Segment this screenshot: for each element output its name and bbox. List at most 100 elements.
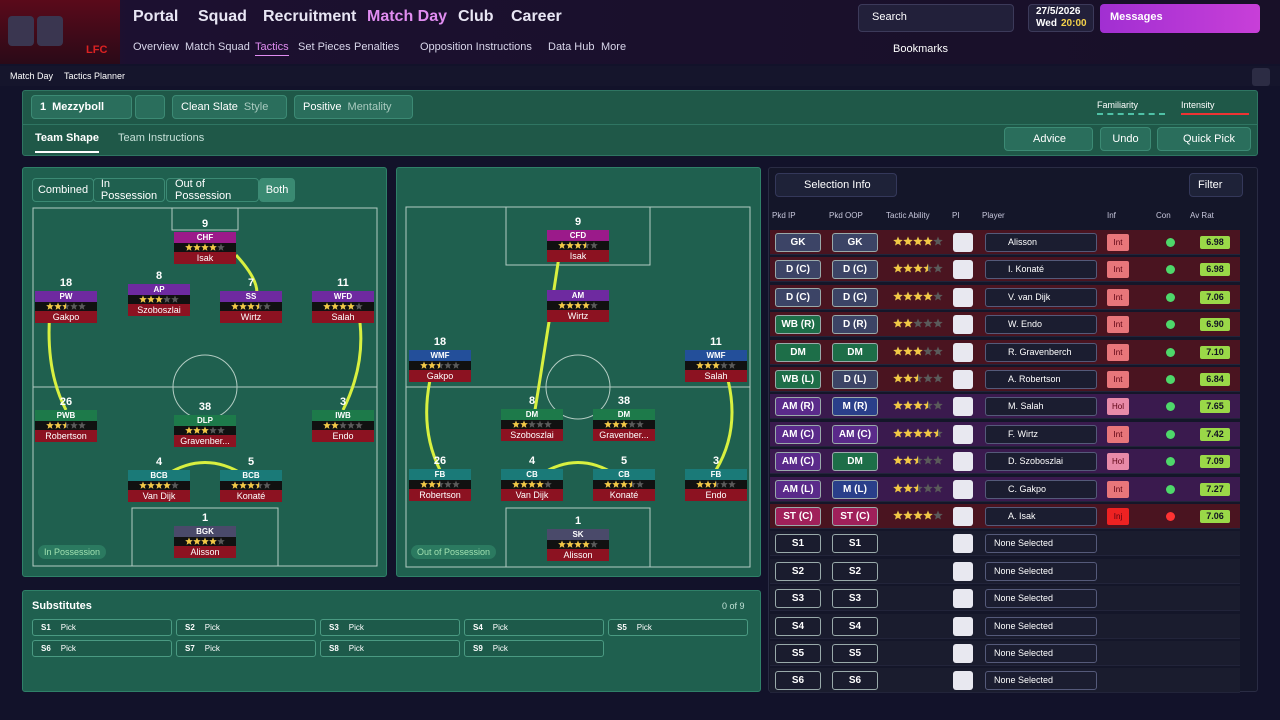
search[interactable]: Search <box>872 11 907 23</box>
position-out-of-possession[interactable]: GK <box>832 233 878 252</box>
sub-nav-item[interactable]: Penalties <box>354 41 400 53</box>
bookmarks[interactable]: Bookmarks <box>893 43 949 55</box>
player-card[interactable]: 3 FB Endo <box>685 455 747 501</box>
player-select[interactable]: F. Wirtz <box>985 424 1097 444</box>
phase-toggle[interactable]: Combined <box>32 178 94 202</box>
position-out-of-possession[interactable]: D (L) <box>832 370 878 389</box>
position-in-possession[interactable]: S4 <box>775 616 821 636</box>
player-card[interactable]: 5 CB Konaté <box>593 455 655 501</box>
sub-nav-item[interactable]: Tactics <box>255 41 289 56</box>
player-card[interactable]: 3 IWB Endo <box>312 396 374 442</box>
player-card[interactable]: 5 BCB Konaté <box>220 456 282 502</box>
player-card[interactable]: 4 CB Van Dijk <box>501 455 563 501</box>
position-out-of-possession[interactable]: AM (C) <box>832 424 878 444</box>
breadcrumb[interactable]: Match Day <box>10 71 54 81</box>
sub-nav-item[interactable]: Data Hub <box>548 41 595 53</box>
position-in-possession[interactable]: S3 <box>775 589 821 609</box>
player-card[interactable]: 11 WMF Salah <box>685 336 747 382</box>
player-card[interactable]: 8 DM Szoboszlai <box>501 395 563 441</box>
style-select[interactable]: Clean Slate Style <box>172 95 287 119</box>
player-select[interactable]: D. Szoboszlai <box>985 452 1097 472</box>
column-header[interactable]: Player <box>982 211 1005 220</box>
sub-slot[interactable]: S7 Pick <box>176 640 316 657</box>
player-select[interactable]: None Selected <box>985 616 1097 636</box>
player-select[interactable]: M. Salah <box>985 397 1097 417</box>
column-header[interactable]: Pkd OOP <box>829 211 863 220</box>
player-card[interactable]: 1 SK Alisson <box>547 515 609 561</box>
position-out-of-possession[interactable]: D (C) <box>832 260 878 280</box>
instructions-button[interactable] <box>953 233 973 252</box>
add-tactic[interactable] <box>135 95 165 119</box>
sub-nav-item[interactable]: Set Pieces <box>298 41 351 53</box>
player-select[interactable]: Alisson <box>985 233 1097 252</box>
instructions-button[interactable] <box>953 260 973 280</box>
position-out-of-possession[interactable]: D (R) <box>832 315 878 335</box>
position-in-possession[interactable]: S5 <box>775 644 821 663</box>
player-card[interactable]: 9 CHF Isak <box>174 218 236 264</box>
mentality-select[interactable]: Positive Mentality <box>294 95 413 119</box>
nav-item[interactable]: Squad <box>198 8 247 25</box>
player-select[interactable]: None Selected <box>985 644 1097 663</box>
player-card[interactable]: 9 CFD Isak <box>547 216 609 262</box>
nav-item[interactable]: Portal <box>133 8 179 25</box>
position-out-of-possession[interactable]: S2 <box>832 561 878 581</box>
position-out-of-possession[interactable]: S5 <box>832 644 878 663</box>
filter[interactable]: Filter <box>1189 173 1243 197</box>
column-header[interactable]: Con <box>1156 211 1171 220</box>
player-card[interactable]: 38 DLP Gravenber... <box>174 401 236 447</box>
column-header[interactable]: Pkd IP <box>772 211 796 220</box>
player-card[interactable]: 8 AP Szoboszlai <box>128 270 190 316</box>
position-out-of-possession[interactable]: DM <box>832 342 878 362</box>
familiarity[interactable]: Familiarity <box>1097 100 1165 115</box>
sub-nav-item[interactable]: More <box>601 41 627 53</box>
position-out-of-possession[interactable]: D (C) <box>832 287 878 307</box>
phase-toggle[interactable]: Both <box>259 178 295 202</box>
sub-nav-item[interactable]: Opposition Instructions <box>420 41 532 53</box>
player-card[interactable]: 18 PW Gakpo <box>35 277 97 323</box>
instructions-button[interactable] <box>953 315 973 335</box>
tab[interactable]: Team Shape <box>35 132 99 153</box>
instructions-button[interactable] <box>953 370 973 389</box>
undo-button[interactable]: Undo <box>1100 127 1151 151</box>
column-header[interactable]: Inf <box>1107 211 1116 220</box>
instructions-button[interactable] <box>953 671 973 691</box>
sub-slot[interactable]: S3 Pick <box>320 619 460 636</box>
player-card[interactable]: AM Wirtz <box>547 276 609 322</box>
back-button[interactable] <box>8 16 34 46</box>
position-in-possession[interactable]: GK <box>775 233 821 252</box>
player-card[interactable]: 11 WFD Salah <box>312 277 374 323</box>
sub-slot[interactable]: S8 Pick <box>320 640 460 657</box>
position-in-possession[interactable]: ST (C) <box>775 507 821 526</box>
sub-slot[interactable]: S2 Pick <box>176 619 316 636</box>
position-in-possession[interactable]: S1 <box>775 534 821 554</box>
close-button[interactable] <box>1252 68 1270 86</box>
player-card[interactable]: 4 BCB Van Dijk <box>128 456 190 502</box>
position-out-of-possession[interactable]: M (R) <box>832 397 878 417</box>
player-card[interactable]: 26 FB Robertson <box>409 455 471 501</box>
player-select[interactable]: W. Endo <box>985 315 1097 335</box>
position-in-possession[interactable]: D (C) <box>775 287 821 307</box>
sub-nav-item[interactable]: Match Squad <box>185 41 250 53</box>
player-select[interactable]: V. van Dijk <box>985 287 1097 307</box>
position-in-possession[interactable]: AM (R) <box>775 397 821 417</box>
position-in-possession[interactable]: AM (C) <box>775 424 821 444</box>
position-in-possession[interactable]: D (C) <box>775 260 821 280</box>
position-out-of-possession[interactable]: S1 <box>832 534 878 554</box>
player-select[interactable]: None Selected <box>985 671 1097 691</box>
sub-slot[interactable]: S9 Pick <box>464 640 604 657</box>
position-out-of-possession[interactable]: S3 <box>832 589 878 609</box>
phase-toggle[interactable]: Out of Possession <box>166 178 259 202</box>
sub-slot[interactable]: S4 Pick <box>464 619 604 636</box>
instructions-button[interactable] <box>953 644 973 663</box>
position-out-of-possession[interactable]: M (L) <box>832 479 878 499</box>
instructions-button[interactable] <box>953 534 973 554</box>
column-header[interactable]: Tactic Ability <box>886 211 930 220</box>
selection-info[interactable]: Selection Info <box>775 173 897 197</box>
sub-slot[interactable]: S5 Pick <box>608 619 748 636</box>
player-select[interactable]: None Selected <box>985 589 1097 609</box>
nav-item[interactable]: Match Day <box>367 8 448 25</box>
column-header[interactable]: PI <box>952 211 960 220</box>
instructions-button[interactable] <box>953 507 973 526</box>
position-out-of-possession[interactable]: DM <box>832 452 878 472</box>
column-header[interactable]: Av Rat <box>1190 211 1214 220</box>
